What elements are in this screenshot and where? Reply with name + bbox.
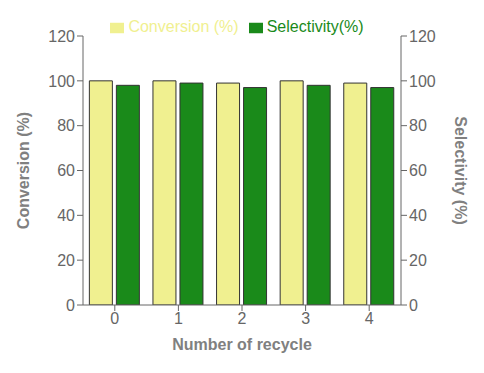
svg-text:3: 3 xyxy=(301,310,310,327)
svg-text:80: 80 xyxy=(409,117,427,134)
html-text:Selectivity(%): Selectivity(%) xyxy=(266,18,364,35)
svg-text:Conversion (%): Conversion (%) xyxy=(15,112,32,229)
svg-text:60: 60 xyxy=(409,162,427,179)
svg-text:60: 60 xyxy=(57,162,75,179)
svg-text:Selectivity (%): Selectivity (%) xyxy=(452,116,469,224)
svg-text:20: 20 xyxy=(57,252,75,269)
svg-text:0: 0 xyxy=(409,297,418,314)
svg-text:100: 100 xyxy=(409,73,436,90)
svg-text:0: 0 xyxy=(110,310,119,327)
svg-text:20: 20 xyxy=(409,252,427,269)
svg-text:1: 1 xyxy=(174,310,183,327)
svg-text:100: 100 xyxy=(48,73,75,90)
html-text:Conversion (%): Conversion (%) xyxy=(128,18,239,35)
svg-text:Number of recycle: Number of recycle xyxy=(172,336,312,353)
svg-text:0: 0 xyxy=(66,297,75,314)
svg-text:40: 40 xyxy=(57,207,75,224)
svg-text:2: 2 xyxy=(238,310,247,327)
svg-text:40: 40 xyxy=(409,207,427,224)
svg-text:4: 4 xyxy=(365,310,374,327)
svg-text:120: 120 xyxy=(48,28,75,45)
svg-text:80: 80 xyxy=(57,117,75,134)
svg-text:120: 120 xyxy=(409,28,436,45)
